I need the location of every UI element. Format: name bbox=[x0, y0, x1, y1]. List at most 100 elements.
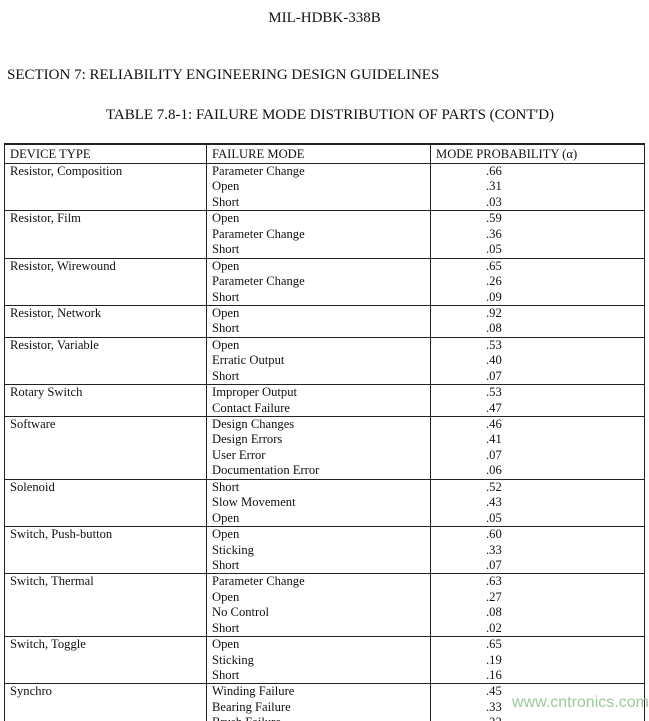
mode-probabilities: .59.36.05 bbox=[430, 210, 645, 259]
failure-modes: Improper Output Contact Failure bbox=[206, 384, 431, 417]
mode-probability: .92 bbox=[486, 305, 502, 320]
mode-probability: .36 bbox=[486, 226, 502, 241]
failure-mode: Open bbox=[212, 637, 240, 652]
failure-mode-table: DEVICE TYPE FAILURE MODE MODE PROBABILIT… bbox=[4, 143, 645, 721]
failure-mode: Contact Failure bbox=[212, 400, 290, 415]
failure-modes: Open Sticking Short bbox=[206, 526, 431, 575]
failure-mode: Open bbox=[212, 211, 240, 226]
table-row: Switch, Toggle Open Sticking Short .65.19.16 bbox=[4, 636, 645, 685]
document-id: MIL-HDBK-338B bbox=[268, 10, 381, 26]
device-type: Resistor, Wirewound bbox=[4, 258, 207, 306]
table-row: Solenoid Short Slow Movement Open .52.43.05 bbox=[4, 479, 645, 528]
failure-modes: Open Short bbox=[206, 305, 431, 338]
mode-probability: .22 bbox=[486, 715, 644, 721]
mode-probability: .59 bbox=[486, 211, 502, 226]
device-type: Resistor, Film bbox=[4, 210, 207, 259]
table-row: Resistor, Composition Parameter Change Ope… bbox=[4, 163, 645, 212]
failure-mode: Bearing Failure bbox=[212, 699, 291, 714]
table-row: Switch, Push-button Open Sticking Short .60.… bbox=[4, 526, 645, 575]
mode-probability: .63 bbox=[486, 574, 502, 589]
failure-modes: Open Erratic Output Short bbox=[206, 337, 431, 386]
failure-mode: Short bbox=[212, 289, 240, 304]
failure-mode: Parameter Change bbox=[212, 574, 305, 589]
mode-probability: .07 bbox=[486, 447, 502, 462]
failure-mode: Short bbox=[212, 368, 240, 383]
device-type: Software bbox=[4, 416, 207, 480]
failure-mode: Improper Output bbox=[212, 385, 297, 400]
failure-mode: Short bbox=[212, 620, 240, 635]
failure-mode: Sticking bbox=[212, 652, 254, 667]
failure-mode: Open bbox=[212, 305, 240, 320]
mode-probability: .27 bbox=[486, 589, 502, 604]
mode-probabilities: .60.33.07 bbox=[430, 526, 645, 575]
failure-mode: Documentation Error bbox=[212, 463, 320, 478]
mode-probability: .26 bbox=[486, 274, 502, 289]
mode-probability: .65 bbox=[486, 637, 502, 652]
mode-probabilities: .66.31.03 bbox=[430, 163, 645, 212]
mode-probability: .07 bbox=[486, 368, 502, 383]
mode-probability: .02 bbox=[486, 620, 502, 635]
mode-probabilities: .53.47 bbox=[430, 384, 645, 417]
mode-probability: .40 bbox=[486, 353, 502, 368]
mode-probability: .09 bbox=[486, 289, 502, 304]
device-type: Switch, Push-button bbox=[4, 526, 207, 575]
table-row: Resistor, Network Open Short .92.08 bbox=[4, 305, 645, 338]
table-title: TABLE 7.8-1: FAILURE MODE DISTRIBUTION O… bbox=[105, 107, 555, 123]
failure-mode: Slow Movement bbox=[212, 495, 296, 510]
device-type: Rotary Switch bbox=[4, 384, 207, 417]
table-row: Software Design Changes Design Errors User … bbox=[4, 416, 645, 480]
failure-mode: Open bbox=[212, 337, 240, 352]
table-header-row: DEVICE TYPE FAILURE MODE MODE PROBABILIT… bbox=[4, 143, 645, 164]
device-type: Synchro bbox=[4, 683, 207, 721]
device-type: Switch, Toggle bbox=[4, 636, 207, 685]
mode-probabilities: .46.41.07.06 bbox=[430, 416, 645, 480]
mode-probabilities: .45.33.22 bbox=[430, 683, 645, 721]
table-row: Resistor, Wirewound Open Parameter Change S… bbox=[4, 258, 645, 306]
failure-mode: Design Errors bbox=[212, 432, 283, 447]
failure-mode: Design Changes bbox=[212, 417, 295, 431]
mode-probability: .19 bbox=[486, 652, 502, 667]
mode-probability: .08 bbox=[486, 605, 502, 620]
mode-probability: .07 bbox=[486, 557, 502, 572]
failure-mode: Parameter Change bbox=[212, 274, 305, 289]
watermark: www.cntronics.com bbox=[512, 694, 649, 711]
mode-probability: .53 bbox=[486, 337, 502, 352]
device-type: Resistor, Network bbox=[4, 305, 207, 338]
failure-modes: Design Changes Design Errors User Error Doc… bbox=[206, 416, 431, 480]
table-row: Switch, Thermal Parameter Change Open No Co… bbox=[4, 573, 645, 638]
mode-probability: .60 bbox=[486, 527, 502, 542]
failure-mode: Open bbox=[212, 258, 240, 273]
failure-mode: Open bbox=[212, 527, 240, 542]
mode-probability: .16 bbox=[486, 668, 502, 682]
table-row: Rotary Switch Improper Output Contact Fail… bbox=[4, 384, 645, 417]
failure-mode: Short bbox=[212, 321, 240, 336]
failure-mode: No Control bbox=[212, 605, 270, 620]
device-type: Resistor, Variable bbox=[4, 337, 207, 386]
device-type: Switch, Thermal bbox=[4, 573, 207, 638]
device-type: Resistor, Composition bbox=[4, 163, 207, 212]
mode-probabilities: .65.19.16 bbox=[430, 636, 645, 685]
mode-probability: .46 bbox=[486, 417, 502, 431]
failure-mode: Open bbox=[212, 589, 240, 604]
failure-modes: Parameter Change Open Short bbox=[206, 163, 431, 212]
failure-mode: Short bbox=[212, 668, 240, 682]
mode-probability: .45 bbox=[486, 684, 502, 699]
failure-modes: Short Slow Movement Open bbox=[206, 479, 431, 528]
mode-probabilities: .65.26.09 bbox=[430, 258, 645, 306]
failure-mode: Brush Failure bbox=[212, 715, 430, 721]
failure-mode: Parameter Change bbox=[212, 226, 305, 241]
column-header: FAILURE MODE bbox=[206, 143, 431, 164]
table-row: Resistor, Film Open Parameter Change Short.… bbox=[4, 210, 645, 259]
device-type: Solenoid bbox=[4, 479, 207, 528]
mode-probability: .05 bbox=[486, 510, 502, 525]
mode-probability: .03 bbox=[486, 194, 502, 209]
failure-mode: Open bbox=[212, 179, 240, 194]
failure-mode: Short bbox=[212, 479, 240, 494]
failure-mode: Erratic Output bbox=[212, 353, 285, 368]
failure-mode: Winding Failure bbox=[212, 684, 295, 699]
mode-probability: .53 bbox=[486, 385, 502, 400]
table-row: Resistor, Variable Open Erratic Output Shor… bbox=[4, 337, 645, 386]
